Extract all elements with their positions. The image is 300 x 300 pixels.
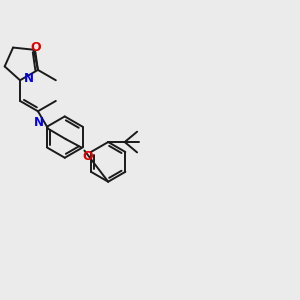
Text: N: N [24, 72, 34, 85]
Text: O: O [83, 150, 94, 163]
Text: N: N [34, 116, 44, 129]
Text: O: O [30, 41, 41, 54]
